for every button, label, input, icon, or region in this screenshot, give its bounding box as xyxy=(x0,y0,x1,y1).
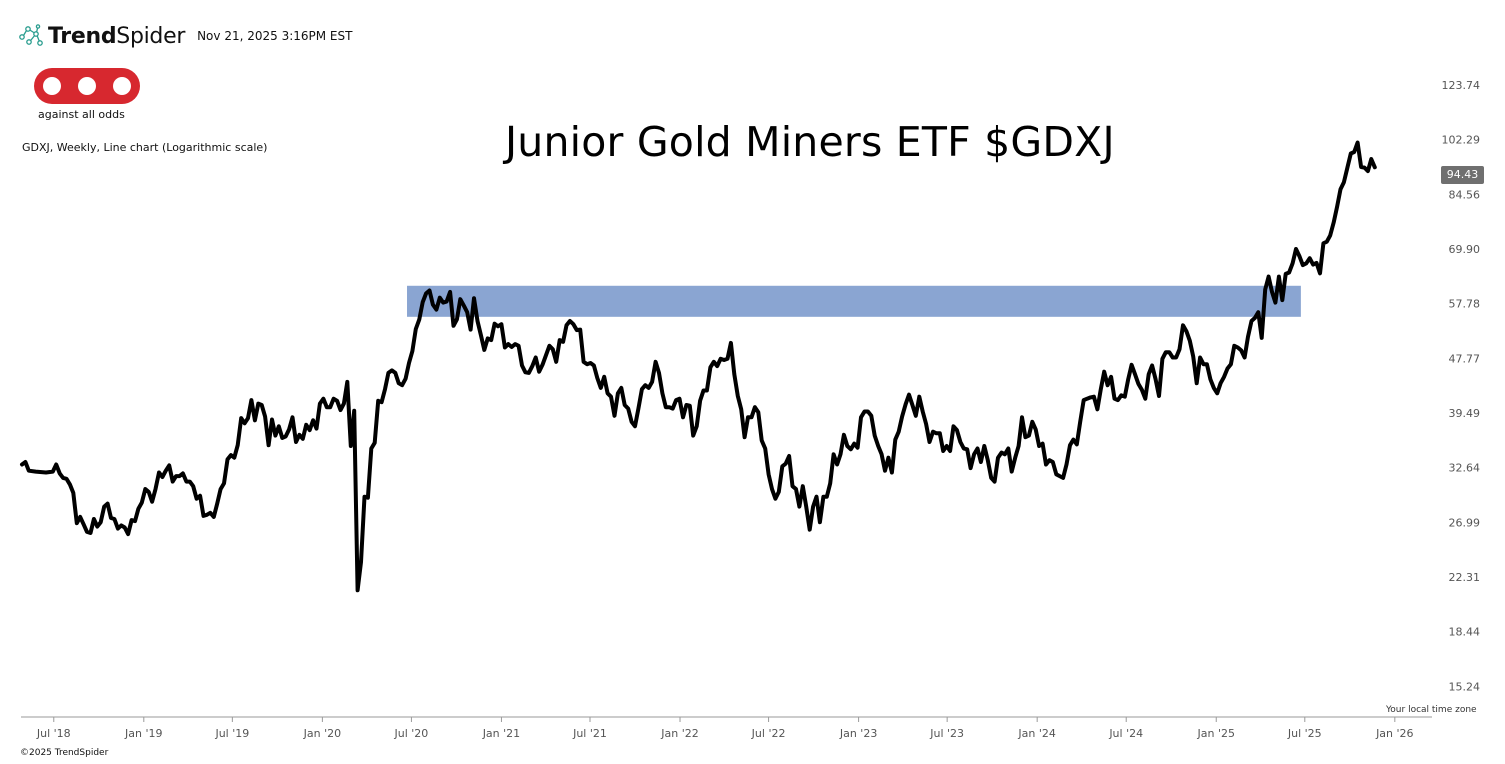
x-tick-label: Jan '25 xyxy=(1196,727,1234,740)
brand-name-bold: Trend xyxy=(48,23,117,49)
x-tick-label: Jan '24 xyxy=(1017,727,1055,740)
y-tick-label: 15.24 xyxy=(1449,680,1481,693)
timezone-label: Your local time zone xyxy=(1386,705,1477,715)
x-tick-label: Jul '21 xyxy=(572,727,607,740)
x-tick-label: Jul '20 xyxy=(394,727,429,740)
x-tick-label: Jul '23 xyxy=(929,727,964,740)
against-all-odds-logo xyxy=(34,68,140,104)
x-tick-label: Jan '21 xyxy=(482,727,520,740)
resistance-zone xyxy=(407,285,1301,317)
trendspider-header: Trend Spider Nov 21, 2025 3:16PM EST xyxy=(18,20,352,52)
x-tick-label: Jul '18 xyxy=(36,727,71,740)
y-tick-label: 123.74 xyxy=(1442,79,1481,92)
chart-title: Junior Gold Miners ETF $GDXJ xyxy=(505,118,1115,166)
chart-timestamp: Nov 21, 2025 3:16PM EST xyxy=(197,29,353,43)
x-tick-label: Jan '23 xyxy=(839,727,877,740)
x-tick-label: Jul '24 xyxy=(1108,727,1143,740)
last-price-badge: 94.43 xyxy=(1441,166,1484,184)
x-tick-label: Jul '19 xyxy=(214,727,249,740)
y-tick-label: 84.56 xyxy=(1449,188,1481,201)
y-tick-label: 39.49 xyxy=(1449,407,1481,420)
copyright-notice: ©2025 TrendSpider xyxy=(20,748,109,758)
y-tick-label: 102.29 xyxy=(1442,134,1481,147)
y-tick-label: 57.78 xyxy=(1449,298,1481,311)
chart-info-label: GDXJ, Weekly, Line chart (Logarithmic sc… xyxy=(22,141,268,154)
x-tick-label: Jan '26 xyxy=(1375,727,1413,740)
y-tick-label: 18.44 xyxy=(1449,626,1481,639)
x-tick-label: Jan '20 xyxy=(303,727,341,740)
x-tick-label: Jan '22 xyxy=(660,727,698,740)
trendspider-logo-icon xyxy=(19,24,43,46)
x-tick-label: Jul '25 xyxy=(1287,727,1322,740)
x-tick-label: Jul '22 xyxy=(751,727,786,740)
y-tick-label: 22.31 xyxy=(1449,571,1481,584)
y-tick-label: 69.90 xyxy=(1449,243,1481,256)
x-tick-label: Jan '19 xyxy=(124,727,162,740)
y-tick-label: 26.99 xyxy=(1449,516,1481,529)
gdxj-price-line xyxy=(20,140,1377,593)
y-tick-label: 47.77 xyxy=(1449,352,1481,365)
y-tick-label: 32.64 xyxy=(1449,462,1481,475)
logo-caption: against all odds xyxy=(38,108,125,121)
brand-name-light: Spider xyxy=(116,23,186,49)
